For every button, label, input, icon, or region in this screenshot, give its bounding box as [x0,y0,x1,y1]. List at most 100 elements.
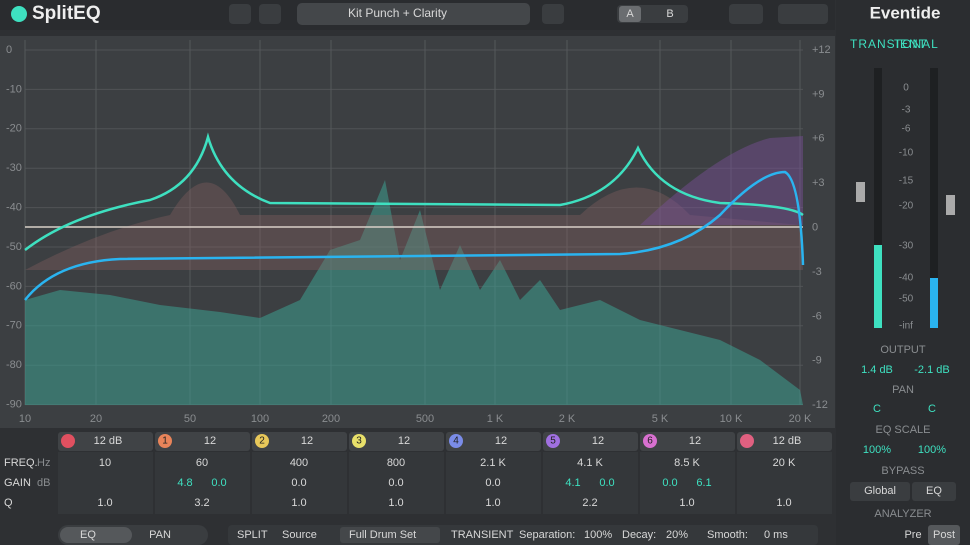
band-gain: 0.0 [485,477,500,489]
bypass-eq[interactable] [912,482,956,501]
gain-label: 0 [812,222,818,234]
logo-icon [11,6,27,22]
band-gain: 4.8 [177,477,192,489]
freq-label: 20 K [789,413,812,425]
footer-mode: TRANSIENT [451,529,514,541]
section-label: ANALYZER [874,508,931,520]
footer-smooth: 0 ms [764,529,788,541]
freq-label: 500 [416,413,434,425]
band-gain: 0.0 [291,477,306,489]
gain-label: +9 [812,88,825,100]
row-unit: Hz [37,457,50,469]
band-gain: 0.0 [599,477,614,489]
ab-label: A [626,8,634,20]
footer-decay-label: Decay: [622,529,656,541]
band-slope: 12 dB [773,435,802,447]
meter-scale: -50 [899,294,914,305]
band-freq: 10 [99,457,111,469]
row-label: Q [4,497,13,509]
side-panel [836,0,970,545]
pan-value: C [928,403,936,415]
tab: EQ [80,529,96,541]
bypass-value: EQ [926,485,942,497]
fader[interactable] [856,182,865,202]
band-number: 3 [356,436,362,447]
ab-label: B [666,8,673,20]
row-unit: dB [37,477,50,489]
meter-track [930,68,938,328]
band-number: 4 [453,436,459,447]
band-freq: 4.1 K [577,457,603,469]
gain-label: +3 [812,177,825,189]
redo-button[interactable] [259,4,281,24]
freq-label: 50 [184,413,196,425]
band-header [640,432,735,451]
meter-scale: 0 [903,83,909,94]
bypass-global[interactable] [850,482,910,501]
freq-label: 100 [251,413,269,425]
band-dot [158,434,172,448]
band-slope: 12 [204,435,216,447]
gain-label: -3 [812,266,822,278]
db-label: -20 [6,123,22,135]
meter-scale: -6 [902,124,911,135]
db-label: -90 [6,399,22,411]
post-active[interactable] [928,525,960,545]
pan-value: C [873,403,881,415]
save-button[interactable] [542,4,564,24]
band-q: 1.0 [291,497,306,509]
row-label: GAIN [4,477,31,489]
freq-label: 5 K [652,413,669,425]
preset-box[interactable] [297,3,530,25]
band-slope: 12 [592,435,604,447]
band-freq: 8.5 K [674,457,700,469]
output-value: 1.4 dB [861,364,893,376]
meter-scale: -20 [899,201,914,212]
band-column [252,452,347,514]
analyzer-value: Pre [904,529,921,541]
resize-button[interactable] [778,4,828,24]
freq-label: 2 K [559,413,576,425]
ab-active [619,6,641,22]
info-button[interactable] [729,4,763,24]
footer-source: Full Drum Set [349,529,416,541]
tab: PAN [149,529,171,541]
band-number: 6 [647,436,653,447]
band-column [155,452,250,514]
meter-level [930,278,938,328]
band-number: 2 [259,436,265,447]
db-label: -50 [6,241,22,253]
db-label: -60 [6,280,22,292]
meter-scale: -inf [899,321,913,332]
band-column [446,452,541,514]
source-select[interactable] [340,527,440,543]
undo-button[interactable] [229,4,251,24]
db-label: -10 [6,83,22,95]
band-q: 1.0 [776,497,791,509]
band-column [58,452,153,514]
footer-source-label: Source [282,529,317,541]
band-table [58,432,832,514]
fader[interactable] [946,195,955,215]
band-header [252,432,347,451]
band-gain: 4.1 [565,477,580,489]
meter-track [874,68,882,328]
gain-label: -6 [812,310,822,322]
band-dot [546,434,560,448]
meter-level [874,245,882,328]
db-label: -40 [6,202,22,214]
gain-label: -12 [812,399,828,411]
band-q: 1.0 [97,497,112,509]
section-label: BYPASS [881,465,924,477]
band-dot [643,434,657,448]
analyzer-value: Post [933,529,955,541]
freq-label: 20 [90,413,102,425]
footer-separation-label: Separation: [519,529,575,541]
band-slope: 12 [689,435,701,447]
gain-label: +12 [812,44,831,56]
band-freq: 400 [290,457,308,469]
band-q: 2.2 [582,497,597,509]
band-q: 1.0 [485,497,500,509]
logo: SplitEQ [32,3,101,24]
